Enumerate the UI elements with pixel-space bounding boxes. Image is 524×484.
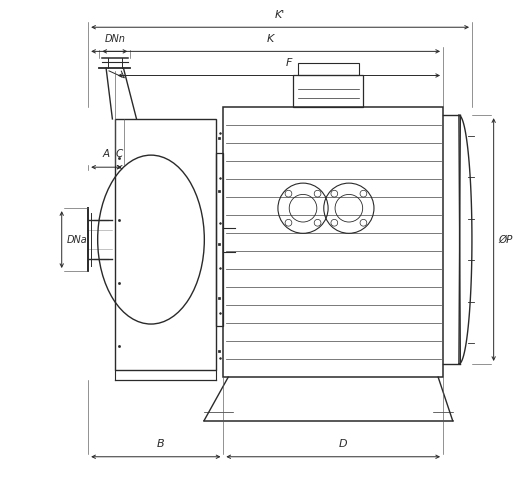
Text: B: B [157,439,165,449]
Bar [223,107,443,377]
Text: D: D [339,439,347,449]
Text: DNn: DNn [104,34,125,44]
Text: K: K [267,34,274,44]
Bar [298,63,358,76]
Text: DNa: DNa [67,235,88,244]
Bar [115,119,216,370]
Bar [293,76,363,107]
Text: K': K' [275,10,285,19]
Text: ØP: ØP [498,235,513,244]
Text: F: F [286,58,292,68]
Text: C: C [116,150,123,159]
Bar [216,153,223,326]
Text: A: A [103,150,110,159]
